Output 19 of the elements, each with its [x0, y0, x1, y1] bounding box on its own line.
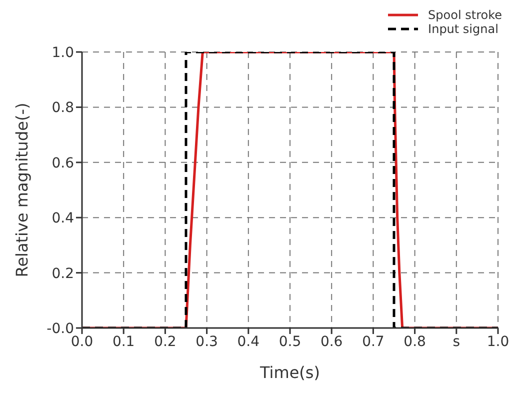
y-tick-label: 0.6	[52, 155, 74, 172]
y-axis-title: Relative magnitude(-)	[12, 102, 32, 278]
y-tick-label: 1.0	[52, 44, 74, 61]
x-axis-title: Time(s)	[259, 363, 320, 382]
x-tick-label: 0.2	[154, 334, 176, 350]
x-tick-label: 0.7	[362, 334, 384, 350]
legend-label: Input signal	[428, 22, 498, 36]
x-tick-label: s	[452, 334, 460, 350]
x-tick-label: 0.1	[112, 334, 135, 350]
legend-label: Spool stroke	[428, 8, 502, 22]
x-tick-label: 0.4	[237, 334, 260, 350]
x-tick-label: 0.5	[278, 334, 302, 350]
x-tick-label: 0.6	[320, 334, 343, 350]
y-tick-label: 0.8	[52, 100, 74, 116]
x-tick-label: 1.0	[486, 334, 510, 350]
x-tick-label: 0.3	[196, 334, 218, 350]
y-tick-label: 0.2	[52, 266, 74, 282]
y-tick-label: 0.4	[52, 210, 74, 227]
x-tick-label: 0.8	[404, 334, 426, 350]
